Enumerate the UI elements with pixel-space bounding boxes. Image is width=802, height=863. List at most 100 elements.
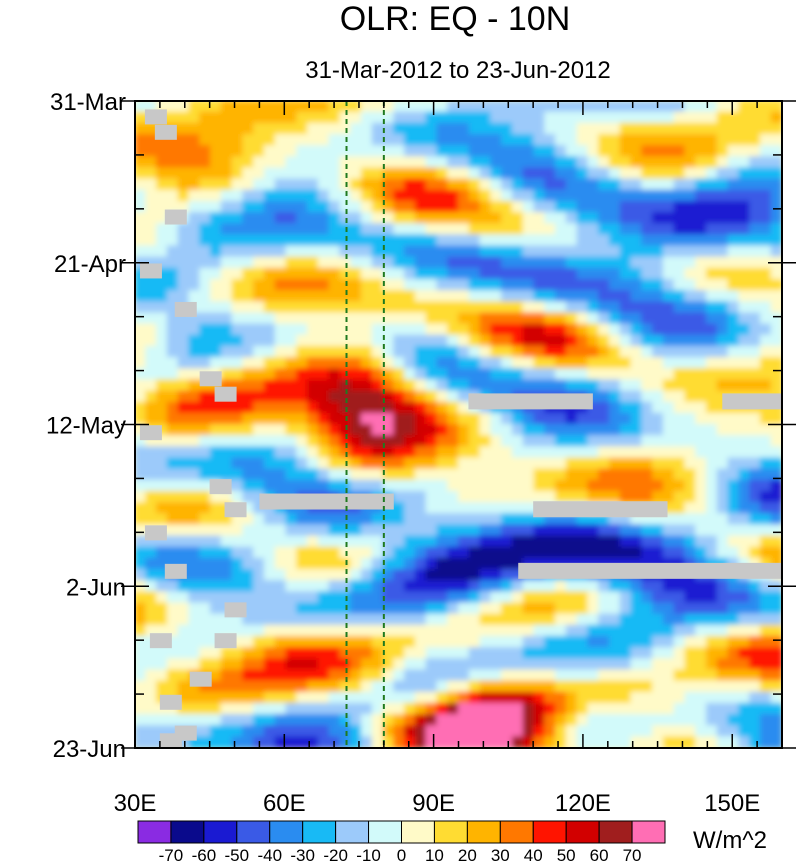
heatmap-cell [188,457,201,470]
heatmap-cell [652,714,664,727]
heatmap-cell [382,301,395,314]
heatmap-cell [673,178,686,191]
heatmap-cell [447,613,459,626]
heatmap-cell [199,122,211,135]
heatmap-cell [770,345,782,359]
heatmap-cell [328,334,341,347]
heatmap-cell [253,680,265,693]
heatmap-cell [177,580,190,593]
heatmap-cell [135,513,147,526]
heatmap-cell [231,557,244,571]
heatmap-cell [479,457,492,470]
heatmap-cell [447,691,459,704]
heatmap-cell [360,323,373,336]
heatmap-cell [695,446,708,459]
heatmap-cell [652,323,664,336]
heatmap-cell [296,457,309,470]
heatmap-cell [458,290,470,303]
heatmap-cell [447,479,459,492]
heatmap-cell [576,111,589,124]
heatmap-cell [511,334,524,347]
heatmap-cell [145,167,158,180]
heatmap-cell [382,524,395,537]
heatmap-cell [662,457,675,470]
heatmap-cell [749,122,761,135]
heatmap-cell [479,122,492,135]
heatmap-cell [209,278,222,292]
heatmap-cell [706,602,718,615]
heatmap-cell [350,435,362,448]
heatmap-cell [350,301,362,314]
heatmap-cell [274,200,287,214]
heatmap-cell [414,435,427,448]
heatmap-cell [468,368,481,381]
heatmap-cell [425,323,438,336]
heatmap-cell [404,535,416,548]
heatmap-cell [684,334,697,347]
heatmap-cell [458,189,470,202]
heatmap-cell [587,368,600,381]
heatmap-cell [630,635,643,649]
heatmap-cell [759,613,772,626]
heatmap-cell [759,234,772,247]
heatmap-cell [382,245,395,258]
heatmap-cell [274,714,287,727]
heatmap-cell [350,613,362,626]
heatmap-cell [706,613,718,626]
heatmap-cell [770,368,782,381]
heatmap-cell [350,412,362,425]
heatmap-cell [619,178,632,191]
heatmap-cell [684,178,697,191]
heatmap-cell [263,569,276,582]
heatmap-cell [770,301,782,314]
heatmap-cell [749,479,761,492]
heatmap-cell [188,189,201,202]
heatmap-cell [695,145,708,158]
heatmap-cell [501,725,513,738]
heatmap-cell [727,468,740,481]
heatmap-cell [479,101,492,113]
heatmap-cell [619,156,632,169]
heatmap-cell [684,513,697,526]
heatmap-cell [619,513,632,526]
heatmap-cell [447,658,459,671]
heatmap-cell [587,725,600,738]
heatmap-cell [447,133,459,147]
heatmap-cell [360,156,373,169]
heatmap-cell [339,323,352,336]
heatmap-cell [307,468,319,481]
heatmap-cell [587,256,600,269]
heatmap-cell [220,133,233,147]
heatmap-cell [468,122,481,135]
heatmap-cell [414,457,427,470]
colorbar-swatch [401,820,435,844]
heatmap-cell [135,234,147,247]
heatmap-cell [231,468,244,481]
heatmap-cell [458,390,470,403]
heatmap-cell [177,479,190,492]
heatmap-cell [479,502,492,515]
heatmap-cell [360,122,373,135]
heatmap-cell [468,245,481,258]
heatmap-cell [565,725,578,738]
heatmap-cell [307,635,319,649]
heatmap-cell [253,591,265,604]
heatmap-cell [759,624,772,637]
heatmap-cell [274,635,287,649]
heatmap-cell [242,714,255,727]
heatmap-cell [145,658,158,671]
heatmap-cell [673,167,686,180]
heatmap-cell [619,680,632,693]
heatmap-cell [274,446,287,459]
heatmap-cell [501,557,513,571]
heatmap-cell [242,557,255,571]
heatmap-cell [458,245,470,258]
heatmap-cell [199,725,211,738]
heatmap-cell [522,635,535,649]
heatmap-cell [706,101,718,113]
heatmap-cell [177,133,190,147]
heatmap-cell [490,624,503,637]
heatmap-cell [274,290,287,303]
heatmap-cell [274,245,287,258]
heatmap-cell [425,479,438,492]
